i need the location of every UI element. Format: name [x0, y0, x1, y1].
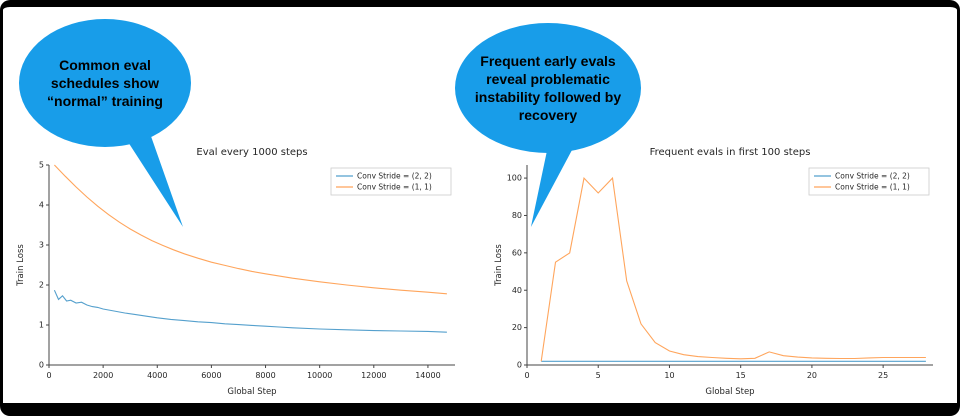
y-tick-label: 2 — [39, 281, 44, 290]
callout-bubble-left: Common eval schedules show “normal” trai… — [19, 19, 191, 147]
x-tick-label: 2000 — [93, 371, 113, 380]
x-tick-label: 14000 — [415, 371, 440, 380]
line-chart-right: Frequent evals in first 100 steps 0 5 10 15 2… — [494, 147, 933, 397]
x-tick-label: 0 — [46, 371, 51, 380]
x-tick-label: 10000 — [307, 371, 332, 380]
x-axis-label: Global Step — [227, 387, 276, 397]
callout-bubble-right: Frequent early evals reveal problematic … — [455, 23, 641, 153]
charts-row: Eval every 1000 steps 0 2000 4000 6000 8000 10… — [13, 143, 945, 401]
series-line — [53, 289, 447, 333]
y-tick-label: 5 — [39, 161, 44, 170]
x-tick-label: 15 — [736, 371, 746, 380]
legend-label: Conv Stride = (2, 2) — [357, 172, 432, 181]
legend-box — [808, 167, 930, 196]
callout-left-text: Common eval schedules show “normal” trai… — [47, 56, 163, 110]
y-tick-label: 60 — [512, 248, 522, 257]
x-tick-label: 10 — [664, 371, 674, 380]
y-tick-label: 20 — [512, 323, 522, 332]
x-tick-label: 12000 — [361, 371, 386, 380]
x-axis-label: Global Step — [705, 387, 754, 397]
y-axis-label: Train Loss — [16, 244, 26, 287]
y-axis-label: Train Loss — [494, 244, 504, 287]
y-tick-label: 0 — [517, 361, 522, 370]
x-tick-label: 20 — [807, 371, 817, 380]
y-tick-label: 80 — [512, 211, 522, 220]
x-tick-label: 0 — [524, 371, 529, 380]
chart-frequent-early-evals: Frequent evals in first 100 steps 0 5 10 15 2… — [491, 143, 941, 401]
legend-label: Conv Stride = (1, 1) — [835, 183, 910, 192]
y-tick-label: 1 — [39, 321, 44, 330]
callout-right-text: Frequent early evals reveal problematic … — [474, 52, 622, 124]
y-tick-label: 0 — [39, 361, 44, 370]
series-line — [54, 164, 447, 295]
y-tick-label: 100 — [507, 174, 522, 183]
x-tick-label: 25 — [878, 371, 888, 380]
series-line — [540, 176, 926, 362]
x-tick-label: 4000 — [147, 371, 167, 380]
y-tick-label: 40 — [512, 286, 522, 295]
y-tick-label: 4 — [39, 201, 44, 210]
chart-title: Frequent evals in first 100 steps — [650, 147, 811, 158]
legend-label: Conv Stride = (2, 2) — [835, 172, 910, 181]
x-tick-label: 5 — [596, 371, 601, 380]
chart-eval-every-1000-steps: Eval every 1000 steps 0 2000 4000 6000 8000 10… — [13, 143, 463, 401]
legend-label: Conv Stride = (1, 1) — [357, 183, 432, 192]
x-tick-label: 8000 — [255, 371, 275, 380]
x-tick-label: 6000 — [201, 371, 221, 380]
chart-title: Eval every 1000 steps — [196, 147, 307, 158]
y-tick-label: 3 — [39, 241, 44, 250]
legend-box — [330, 167, 452, 196]
